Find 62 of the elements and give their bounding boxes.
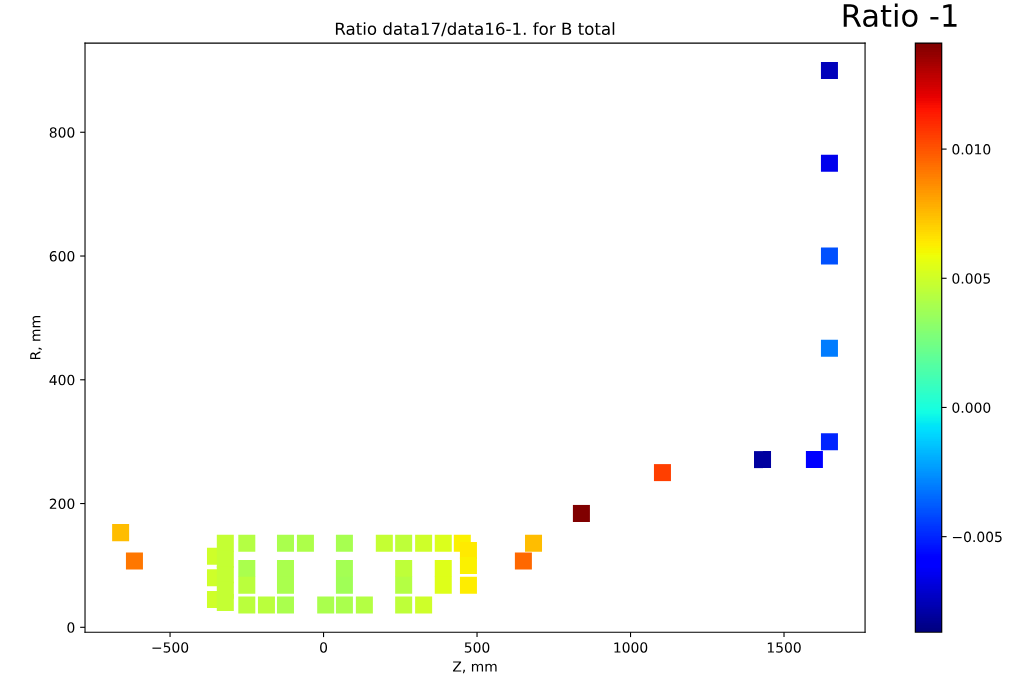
y-tick-label: 200	[49, 498, 75, 510]
point	[125, 552, 143, 570]
point	[820, 154, 838, 172]
point	[434, 534, 452, 552]
point	[820, 339, 838, 357]
point	[276, 576, 294, 594]
point	[820, 61, 838, 79]
x-tick-label: 1500	[767, 642, 801, 653]
point	[820, 247, 838, 265]
point	[335, 596, 353, 614]
y-axis-title: R, mm	[30, 316, 42, 360]
point	[395, 560, 413, 578]
point	[335, 534, 353, 552]
point	[459, 576, 477, 594]
color-bar-label: 0.000	[952, 402, 991, 413]
chart-subtitle: Ratio data17/data16-1. for B total	[335, 22, 615, 37]
point	[216, 566, 234, 584]
x-tick-label: 1000	[614, 642, 648, 653]
point	[415, 596, 433, 614]
point	[514, 552, 532, 570]
y-tick-label: 800	[49, 127, 75, 138]
point	[395, 596, 413, 614]
point	[375, 534, 393, 552]
point	[276, 560, 294, 578]
point	[572, 504, 590, 522]
color-bar-label: 0.010	[952, 144, 991, 155]
y-tick-label: 400	[49, 374, 75, 386]
point	[805, 451, 823, 469]
point	[238, 534, 256, 552]
x-axis-title: Z, mm	[452, 661, 497, 674]
x-tick-label: −500	[152, 642, 189, 653]
point	[459, 556, 477, 574]
y-tick-label: 600	[49, 250, 75, 262]
point	[335, 576, 353, 594]
point	[112, 524, 130, 542]
chart-title: Ratio -1	[843, 3, 957, 28]
x-tick-label: 0	[320, 642, 328, 653]
x-tick-label: 500	[464, 642, 490, 653]
point	[525, 534, 543, 552]
color-bar-label: 0.005	[952, 273, 991, 284]
point	[317, 596, 335, 614]
point	[216, 594, 234, 612]
point	[216, 534, 234, 552]
point	[276, 596, 294, 614]
point	[276, 534, 294, 552]
point	[395, 576, 413, 594]
point	[296, 534, 314, 552]
point	[434, 560, 452, 578]
point	[434, 576, 452, 594]
point	[395, 534, 413, 552]
point	[415, 534, 433, 552]
color-bar-label: −0.005	[952, 531, 1002, 543]
y-tick-label: 0	[67, 622, 75, 633]
point	[653, 464, 671, 482]
point	[238, 576, 256, 594]
point	[820, 433, 838, 451]
point	[754, 451, 772, 469]
point	[257, 596, 275, 614]
point	[335, 560, 353, 578]
point	[355, 596, 373, 614]
point	[238, 560, 256, 578]
point	[238, 596, 256, 614]
